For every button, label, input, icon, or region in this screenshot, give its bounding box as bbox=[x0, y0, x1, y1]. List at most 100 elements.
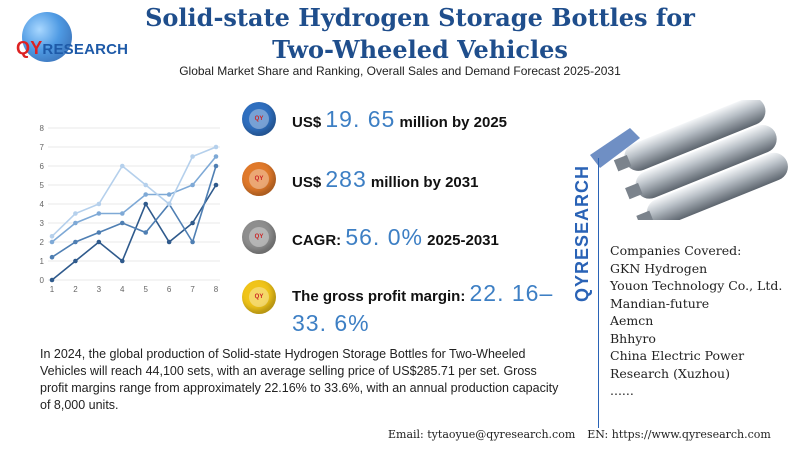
data-point-series3 bbox=[49, 239, 55, 245]
data-point-series3 bbox=[213, 154, 219, 159]
x-tick-label: 6 bbox=[167, 285, 172, 294]
company-item: China Electric Power Research (Xuzhou) bbox=[610, 348, 745, 381]
page-subtitle: Global Market Share and Ranking, Overall… bbox=[179, 64, 621, 78]
vertical-brand-text: QYRESEARCH bbox=[572, 164, 593, 302]
data-point-series2 bbox=[143, 230, 149, 235]
company-item: Youon Technology Co., Ltd. bbox=[610, 278, 783, 293]
bottle-2 bbox=[635, 124, 777, 199]
company-item: Mandian-future bbox=[610, 295, 710, 311]
footer-email[interactable]: Email: tytaoyue@qyresearch.com bbox=[388, 428, 576, 441]
data-point-series1 bbox=[73, 258, 78, 264]
stat-value: 283 bbox=[325, 165, 367, 192]
companies-list: Companies Covered: GKN Hydrogen Youon Te… bbox=[610, 242, 796, 400]
data-point-series1 bbox=[143, 201, 149, 207]
qyresearch-logo: QYRESEARCH bbox=[8, 8, 158, 70]
gray-circle-icon: QY bbox=[242, 220, 276, 254]
mini-logo: QY bbox=[249, 109, 269, 129]
vertical-brand: QYRESEARCH bbox=[572, 158, 594, 308]
y-tick-label: 7 bbox=[40, 143, 45, 152]
stat-suffix: 2025-2031 bbox=[427, 231, 499, 249]
stat-value-line-1: 22. 16– bbox=[469, 280, 554, 306]
page-title: Solid-state Hydrogen Storage Bottles for… bbox=[130, 2, 710, 66]
company-item: ...... bbox=[610, 383, 634, 398]
stat-prefix: CAGR: bbox=[292, 231, 342, 249]
data-point-series2 bbox=[190, 239, 195, 245]
y-tick-label: 0 bbox=[40, 276, 45, 285]
mount-bracket bbox=[590, 128, 640, 168]
data-point-series4 bbox=[73, 211, 78, 216]
stat-prefix: The gross profit margin: bbox=[292, 288, 466, 305]
data-point-series2 bbox=[73, 239, 78, 245]
y-tick-label: 8 bbox=[40, 124, 45, 133]
logo-suffix: RESEARCH bbox=[42, 41, 129, 58]
x-tick-label: 8 bbox=[214, 285, 219, 294]
y-tick-label: 2 bbox=[40, 238, 45, 247]
y-tick-label: 4 bbox=[40, 200, 45, 209]
data-point-series4 bbox=[166, 201, 172, 207]
x-tick-label: 2 bbox=[73, 285, 78, 294]
stat-suffix: million by 2025 bbox=[399, 113, 508, 131]
y-tick-label: 6 bbox=[40, 162, 45, 171]
x-tick-label: 3 bbox=[97, 285, 102, 294]
data-point-series4 bbox=[190, 154, 195, 159]
data-point-series3 bbox=[96, 211, 102, 216]
blue-circle-icon: QY bbox=[242, 102, 276, 136]
stat-suffix: million by 2031 bbox=[370, 173, 479, 191]
data-point-series1 bbox=[190, 220, 195, 226]
x-tick-label: 7 bbox=[190, 285, 195, 294]
stat-prefix: US$ bbox=[292, 113, 322, 131]
globe-icon bbox=[22, 12, 72, 62]
stat-value-line-2: 33. 6% bbox=[292, 310, 370, 336]
data-point-series3 bbox=[73, 220, 78, 226]
data-point-series3 bbox=[143, 192, 149, 197]
data-point-series1 bbox=[213, 182, 219, 188]
data-point-series3 bbox=[166, 192, 172, 197]
data-point-series2 bbox=[96, 230, 102, 235]
y-tick-label: 1 bbox=[40, 257, 45, 266]
footer: Email: tytaoyue@qyresearch.com EN: https:… bbox=[388, 428, 771, 441]
data-point-series3 bbox=[119, 211, 125, 216]
company-item: Bhhyro bbox=[610, 330, 656, 346]
stat-gross-margin: QY The gross profit margin: 22. 16– 33. … bbox=[242, 280, 553, 340]
bottle-3 bbox=[646, 152, 788, 220]
x-tick-label: 5 bbox=[143, 285, 148, 294]
company-item: GKN Hydrogen bbox=[610, 260, 708, 276]
mini-logo: QY bbox=[249, 227, 269, 247]
companies-heading: Companies Covered: bbox=[610, 243, 742, 258]
divider bbox=[598, 158, 599, 428]
title-line-1: Solid-state Hydrogen Storage Bottles for bbox=[145, 3, 695, 32]
series-line-series2 bbox=[51, 165, 217, 258]
series-line-series3 bbox=[51, 155, 217, 243]
mini-logo: QY bbox=[249, 169, 269, 189]
y-tick-label: 5 bbox=[40, 181, 45, 190]
yellow-circle-icon: QY bbox=[242, 280, 276, 314]
x-tick-label: 1 bbox=[50, 285, 55, 294]
data-point-series2 bbox=[49, 254, 55, 260]
data-point-series4 bbox=[119, 163, 125, 169]
data-point-series4 bbox=[49, 234, 55, 239]
stat-value: 19. 65 bbox=[325, 105, 396, 132]
footer-website[interactable]: EN: https://www.qyresearch.com bbox=[587, 428, 771, 441]
title-line-2: Two-Wheeled Vehicles bbox=[272, 35, 568, 64]
data-point-series1 bbox=[96, 239, 102, 245]
x-tick-label: 4 bbox=[120, 285, 125, 294]
bottle-1 bbox=[624, 100, 766, 171]
series-line-series1 bbox=[51, 184, 217, 281]
data-point-series2 bbox=[213, 163, 219, 169]
orange-circle-icon: QY bbox=[242, 162, 276, 196]
y-tick-label: 3 bbox=[40, 219, 45, 228]
data-point-series2 bbox=[119, 220, 125, 226]
series-line-series4 bbox=[51, 146, 217, 237]
stat-sales-2031: QY US$ 283 million by 2031 bbox=[242, 162, 478, 196]
stat-value: 56. 0% bbox=[345, 223, 423, 250]
data-point-series1 bbox=[119, 258, 125, 264]
data-point-series1 bbox=[166, 239, 172, 245]
data-point-series4 bbox=[143, 182, 149, 188]
data-point-series1 bbox=[49, 277, 55, 283]
data-point-series4 bbox=[96, 201, 102, 207]
stat-sales-2025: QY US$ 19. 65 million by 2025 bbox=[242, 102, 507, 136]
mini-logo: QY bbox=[249, 287, 269, 307]
data-point-series3 bbox=[190, 182, 195, 188]
company-item: Aemcn bbox=[610, 313, 654, 328]
